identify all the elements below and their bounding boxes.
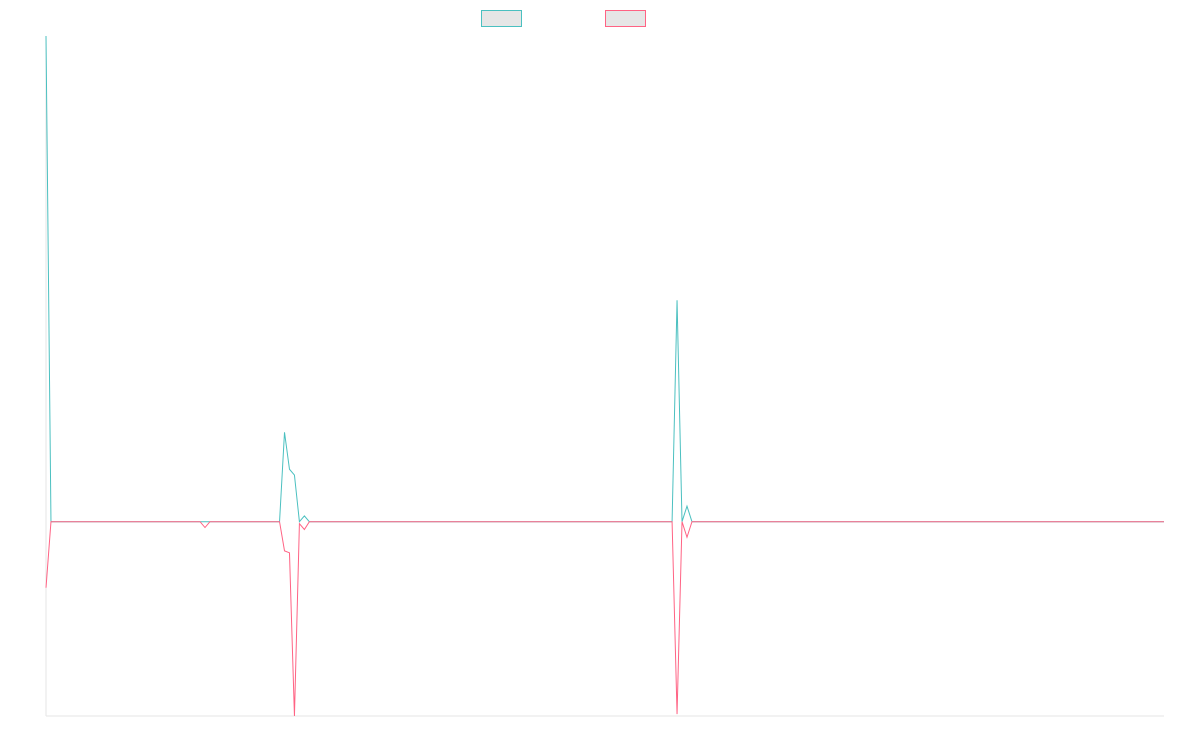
legend-swatch-1 xyxy=(481,10,522,27)
series-layer xyxy=(45,35,1164,717)
series-line-1 xyxy=(45,35,1164,523)
legend-item-2[interactable] xyxy=(605,10,646,27)
series-line-2 xyxy=(45,521,1164,717)
legend-swatch-2 xyxy=(605,10,646,27)
chart-axes xyxy=(45,36,1164,717)
legend-item-1[interactable] xyxy=(481,10,522,27)
legend xyxy=(481,10,646,27)
